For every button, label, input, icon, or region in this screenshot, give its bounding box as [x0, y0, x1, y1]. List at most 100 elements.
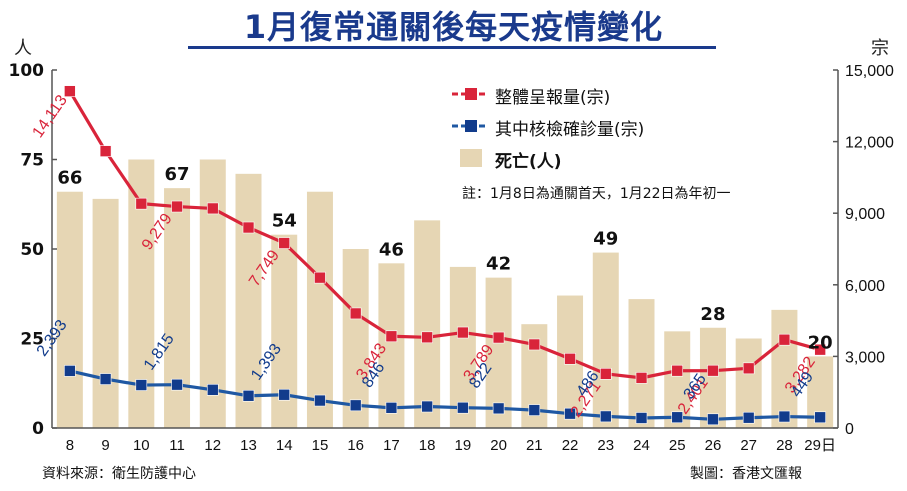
cases-point-26 — [707, 364, 719, 377]
x-tick-label: 16 — [347, 437, 364, 454]
x-tick-label: 24 — [633, 437, 650, 454]
cases-label-8: 14,113 — [30, 92, 71, 141]
mainland-point-10 — [135, 379, 148, 391]
cases-point-15 — [314, 271, 326, 284]
death-bar-13 — [235, 173, 262, 428]
cases-point-12 — [206, 202, 219, 215]
cases-point-23 — [599, 367, 612, 380]
cases-point-25 — [671, 364, 684, 377]
cases-point-13 — [242, 221, 255, 234]
x-tick-label: 17 — [383, 437, 400, 454]
x-tick-label: 10 — [133, 437, 150, 454]
cases-point-19 — [457, 326, 469, 339]
mainland-point-26 — [707, 413, 719, 426]
mainland-point-13 — [242, 389, 255, 402]
death-bar-17 — [378, 263, 405, 428]
mainland-point-15 — [314, 394, 326, 407]
mainland-point-19 — [457, 401, 469, 414]
legend-mainland-label: 其中核檢確診量(宗) — [495, 120, 645, 140]
x-tick-label: 25 — [669, 437, 686, 454]
cases-point-14 — [278, 237, 291, 249]
death-label-8: 66 — [57, 168, 82, 189]
mainland-point-20 — [492, 402, 505, 415]
cases-point-17 — [385, 330, 398, 343]
x-tick-label: 14 — [276, 437, 293, 454]
death-label-29日: 20 — [808, 332, 833, 353]
source-note: 資料來源：衛生防護中心 — [42, 466, 196, 482]
credit-note: 製圖：香港文匯報 — [690, 466, 802, 482]
x-tick-label: 13 — [240, 437, 257, 454]
cases-point-18 — [421, 331, 433, 344]
mainland-point-22 — [564, 407, 576, 420]
mainland-point-27 — [742, 411, 755, 424]
right-tick-label: 3,000 — [845, 349, 885, 366]
legend-deaths-swatch — [460, 149, 482, 167]
x-tick-label: 12 — [204, 437, 221, 454]
left-tick-label: 100 — [9, 61, 45, 81]
death-bar-18 — [414, 220, 441, 428]
cases-point-8 — [64, 85, 76, 97]
death-bar-8 — [56, 191, 83, 428]
x-tick-label: 22 — [562, 437, 579, 454]
death-label-17: 46 — [379, 239, 404, 260]
x-tick-label: 28 — [776, 437, 793, 454]
mainland-point-11 — [171, 378, 183, 391]
x-tick-label: 23 — [597, 437, 614, 454]
death-label-26: 28 — [700, 304, 725, 325]
cases-point-29日 — [814, 343, 826, 356]
mainland-line — [69, 369, 821, 421]
mainland-point-9 — [99, 373, 112, 385]
axes: 0 25 50 75 100 0 3,000 6,000 9,000 12,000 15,000 8 9… — [9, 61, 895, 454]
death-bar-15 — [306, 191, 333, 428]
cases-point-20 — [492, 331, 505, 344]
death-bar-26 — [699, 327, 726, 428]
right-tick-label: 12,000 — [845, 135, 894, 152]
legend-mainland-marker — [465, 120, 477, 132]
death-label-20: 42 — [486, 254, 511, 275]
cases-point-9 — [99, 145, 112, 157]
left-tick-label: 50 — [20, 240, 44, 260]
legend-deaths-label: 死亡(人) — [495, 152, 562, 172]
x-tick-label: 27 — [740, 437, 757, 454]
mainland-point-28 — [778, 410, 791, 423]
x-tick-label: 18 — [419, 437, 436, 454]
mainland-point-14 — [278, 388, 291, 401]
series-lines — [64, 85, 826, 426]
x-tick-label: 15 — [312, 437, 329, 454]
title-underline — [188, 46, 716, 49]
x-tick-label: 29日 — [804, 437, 836, 454]
mainland-point-25 — [671, 411, 684, 424]
right-tick-label: 0 — [845, 421, 854, 438]
cases-point-21 — [528, 338, 541, 351]
x-tick-label: 9 — [101, 437, 109, 454]
legend-note: 註：1月8日為通關首天，1月22日為年初一 — [462, 186, 731, 202]
left-axis-unit: 人 — [14, 38, 32, 59]
cases-point-24 — [635, 372, 648, 384]
mainland-point-24 — [635, 412, 648, 424]
cases-point-28 — [778, 333, 791, 346]
death-label-11: 67 — [165, 164, 190, 185]
death-bar-23 — [592, 252, 619, 428]
left-tick-label: 0 — [32, 419, 44, 439]
cases-point-11 — [171, 200, 183, 213]
left-tick-label: 25 — [20, 330, 44, 350]
right-tick-label: 15,000 — [845, 63, 894, 80]
right-tick-label: 9,000 — [845, 206, 885, 223]
death-bar-16 — [342, 249, 369, 428]
legend-cases-marker — [465, 88, 477, 100]
x-tick-label: 21 — [526, 437, 543, 454]
death-bar-28 — [771, 309, 798, 428]
cases-point-10 — [135, 197, 148, 210]
chart-title: 1月復常通關後每天疫情變化 — [243, 8, 664, 46]
legend-marks — [452, 88, 488, 167]
right-axis-unit: 宗 — [871, 38, 889, 59]
cases-point-27 — [742, 362, 755, 375]
death-bar-19 — [449, 266, 476, 428]
death-label-14: 54 — [272, 211, 297, 232]
mainland-point-23 — [599, 410, 612, 423]
x-tick-label: 8 — [66, 437, 74, 454]
mainland-point-29日 — [814, 411, 826, 424]
cases-line — [68, 90, 821, 380]
x-tick-label: 26 — [705, 437, 722, 454]
mainland-point-16 — [349, 399, 362, 412]
